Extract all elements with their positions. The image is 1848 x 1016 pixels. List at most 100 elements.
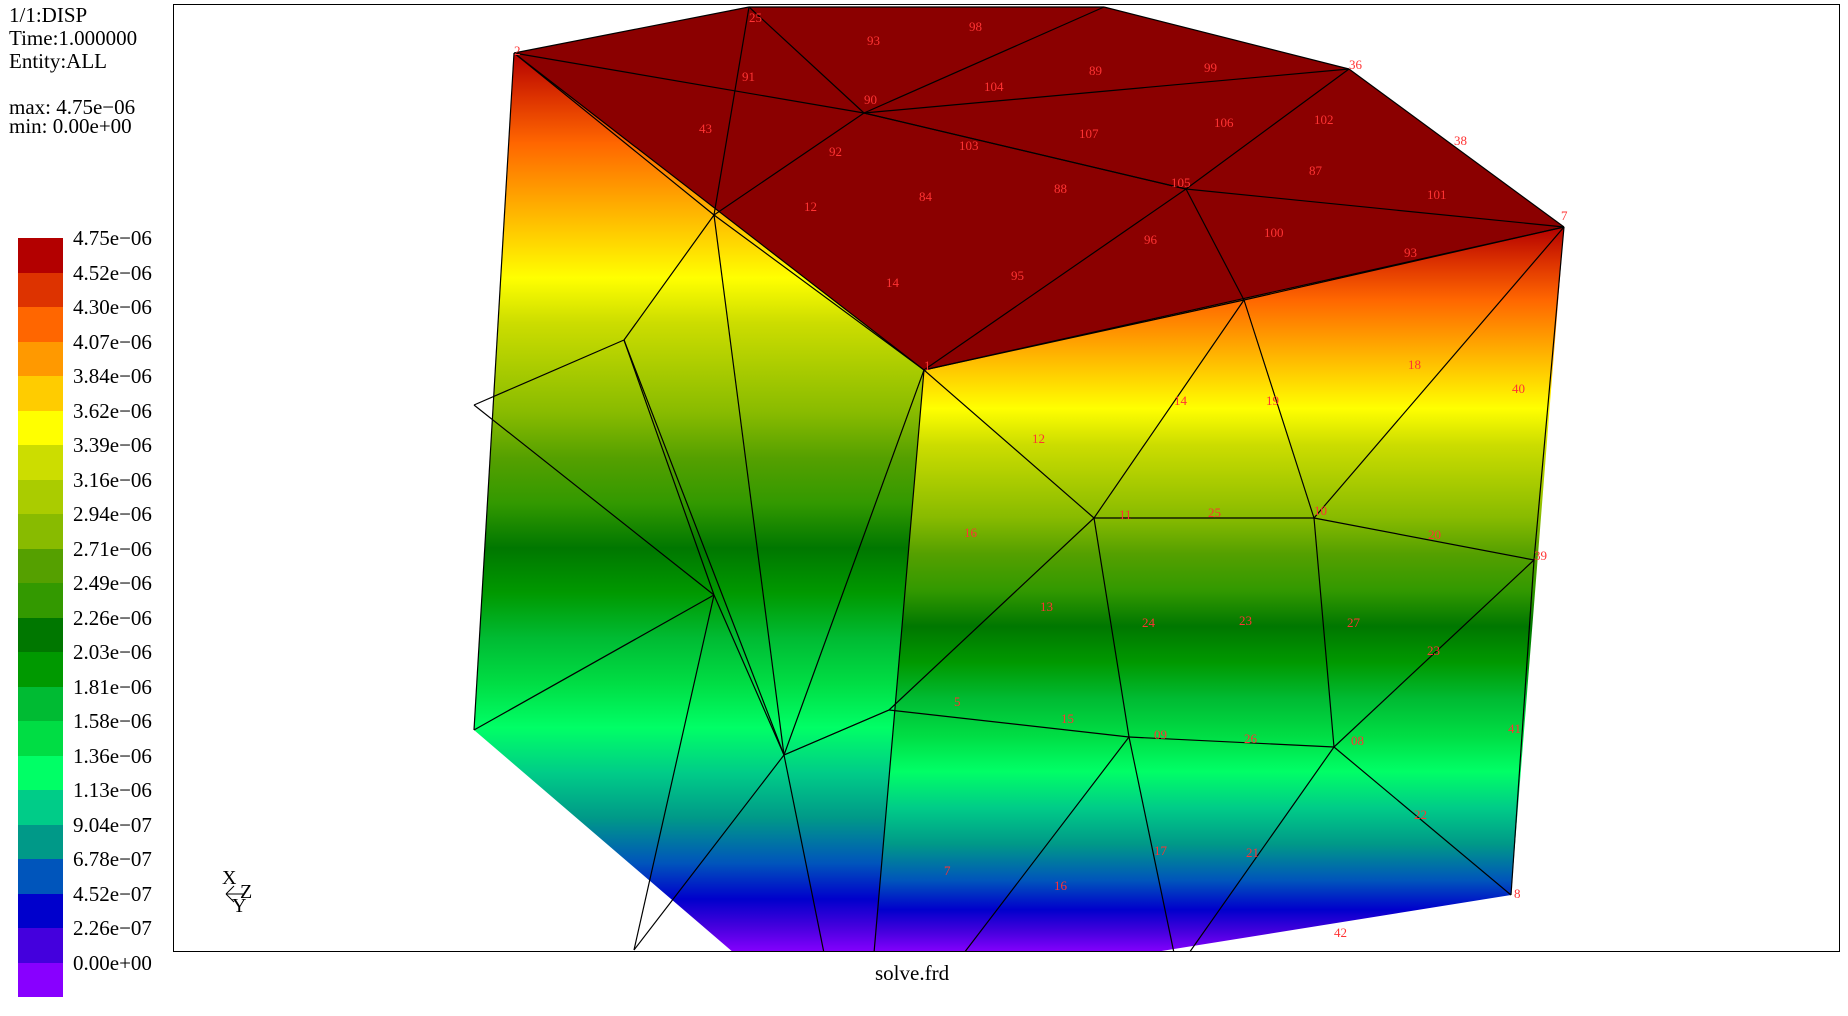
node-label: 36 bbox=[1349, 57, 1363, 72]
node-label: 24 bbox=[1142, 615, 1156, 630]
legend-entry: 2.49e−06 bbox=[18, 571, 178, 618]
legend-swatch bbox=[18, 238, 63, 273]
node-label: 99 bbox=[1204, 60, 1217, 75]
legend-swatch bbox=[18, 410, 63, 445]
node-label: 18 bbox=[1408, 357, 1421, 372]
node-label: 23 bbox=[1427, 643, 1440, 658]
mesh-edge bbox=[1093, 517, 1130, 738]
mesh-edge bbox=[513, 52, 865, 114]
axis-y-label: Y bbox=[232, 895, 246, 914]
legend-label: 4.75e−06 bbox=[73, 226, 152, 250]
model-viewport[interactable]: 2 25 93 98 36 91 90 104 89 99 102 43 92 103 107 106 38 12… bbox=[173, 4, 1840, 952]
time-label: Time:1.000000 bbox=[9, 26, 138, 50]
max-value-label: max: 4.75e−06 bbox=[9, 95, 136, 119]
legend-swatch bbox=[18, 583, 63, 618]
node-label: 14 bbox=[886, 275, 900, 290]
mesh-edge bbox=[713, 214, 925, 371]
dataset-label: 1/1:DISP bbox=[9, 3, 88, 27]
node-label: 27 bbox=[1347, 615, 1361, 630]
mesh-edge bbox=[1348, 68, 1565, 228]
legend-label: 4.52e−06 bbox=[73, 260, 152, 285]
mesh-edge bbox=[888, 709, 1130, 738]
legend-label: 3.39e−06 bbox=[73, 433, 152, 457]
node-label: 2 bbox=[514, 43, 521, 58]
mesh-edge bbox=[623, 214, 715, 341]
mesh-edge bbox=[623, 339, 715, 596]
mesh-edge bbox=[1185, 188, 1245, 301]
mesh-edge bbox=[713, 594, 785, 756]
axis-z-label: Z bbox=[240, 881, 252, 903]
legend-entry: 1.13e−06 bbox=[18, 778, 178, 825]
legend-entry: 2.71e−06 bbox=[18, 537, 178, 583]
mesh-edge bbox=[923, 188, 1187, 371]
mesh-edge bbox=[1103, 6, 1350, 70]
node-label: 10 bbox=[1314, 503, 1327, 518]
node-label: 16 bbox=[964, 525, 978, 540]
legend-entry: 4.75e−06 bbox=[18, 226, 178, 273]
node-label: 98 bbox=[969, 19, 982, 34]
node-label: 7 bbox=[944, 863, 951, 878]
mesh-edge bbox=[473, 339, 625, 406]
node-label: 17 bbox=[1154, 843, 1168, 858]
mesh-edge bbox=[473, 404, 715, 596]
legend-swatch bbox=[18, 617, 63, 652]
node-label: 84 bbox=[919, 189, 933, 204]
mesh-edge bbox=[863, 112, 1187, 190]
mesh-edge bbox=[1128, 736, 1335, 748]
legend-swatch bbox=[18, 272, 63, 307]
mesh-edge bbox=[1533, 226, 1565, 561]
legend-entry: 4.30e−06 bbox=[18, 295, 178, 342]
mesh-edge bbox=[623, 339, 785, 756]
node-label: 93 bbox=[1404, 245, 1417, 260]
node-label: 90 bbox=[864, 92, 877, 107]
node-label: 14 bbox=[1174, 393, 1188, 408]
legend-swatch bbox=[18, 479, 63, 514]
legend-swatch bbox=[18, 514, 63, 549]
node-label: 21 bbox=[1246, 845, 1259, 860]
mesh-edge bbox=[783, 709, 890, 756]
legend-entry: 9.04e−07 bbox=[18, 813, 178, 859]
filename-label: solve.frd bbox=[875, 961, 950, 985]
legend-label: 3.84e−06 bbox=[73, 364, 152, 388]
legend-entry: 2.26e−07 bbox=[18, 916, 178, 963]
mesh-edge bbox=[964, 736, 1130, 951]
min-value-label: min: 0.00e+00 bbox=[9, 114, 132, 138]
entity-label: Entity:ALL bbox=[9, 49, 107, 73]
mesh-edge bbox=[1243, 299, 1315, 519]
legend-label: 2.26e−07 bbox=[73, 916, 152, 940]
legend-swatch bbox=[18, 341, 63, 376]
left-face bbox=[474, 53, 924, 951]
legend-entry: 1.36e−06 bbox=[18, 744, 178, 790]
node-label: 95 bbox=[1011, 268, 1024, 283]
node-label: 5 bbox=[954, 694, 961, 709]
legend-entry: 1.58e−06 bbox=[18, 709, 178, 756]
node-label: 96 bbox=[1144, 232, 1158, 247]
node-label: 39 bbox=[1534, 548, 1547, 563]
node-label: 15 bbox=[1061, 711, 1074, 726]
node-label: 105 bbox=[1171, 175, 1191, 190]
mesh-edge bbox=[473, 52, 515, 731]
node-label: 13 bbox=[1040, 599, 1053, 614]
mesh-edge bbox=[1185, 68, 1350, 190]
mesh-edge bbox=[713, 6, 750, 216]
axis-x-label: X bbox=[222, 867, 237, 889]
mesh-edge bbox=[748, 6, 865, 114]
mesh-edge bbox=[1243, 226, 1565, 301]
node-label: 102 bbox=[1314, 112, 1334, 127]
node-label: 100 bbox=[1264, 225, 1284, 240]
mesh-edge bbox=[1128, 736, 1175, 951]
legend-entry: 6.78e−07 bbox=[18, 847, 178, 894]
mesh-edge bbox=[633, 754, 785, 951]
mesh-edge bbox=[873, 369, 925, 951]
legend-label: 2.49e−06 bbox=[73, 571, 152, 595]
legend-entry: 0.00e+00 bbox=[18, 951, 178, 997]
node-label: 23 bbox=[1239, 613, 1252, 628]
node-label: 12 bbox=[804, 199, 817, 214]
legend-swatch bbox=[18, 755, 63, 790]
node-label: 25 bbox=[1208, 505, 1221, 520]
legend-label: 2.94e−06 bbox=[73, 502, 152, 526]
legend-label: 2.03e−06 bbox=[73, 640, 152, 664]
mesh-edge bbox=[1510, 559, 1535, 896]
legend-swatch bbox=[18, 859, 63, 894]
